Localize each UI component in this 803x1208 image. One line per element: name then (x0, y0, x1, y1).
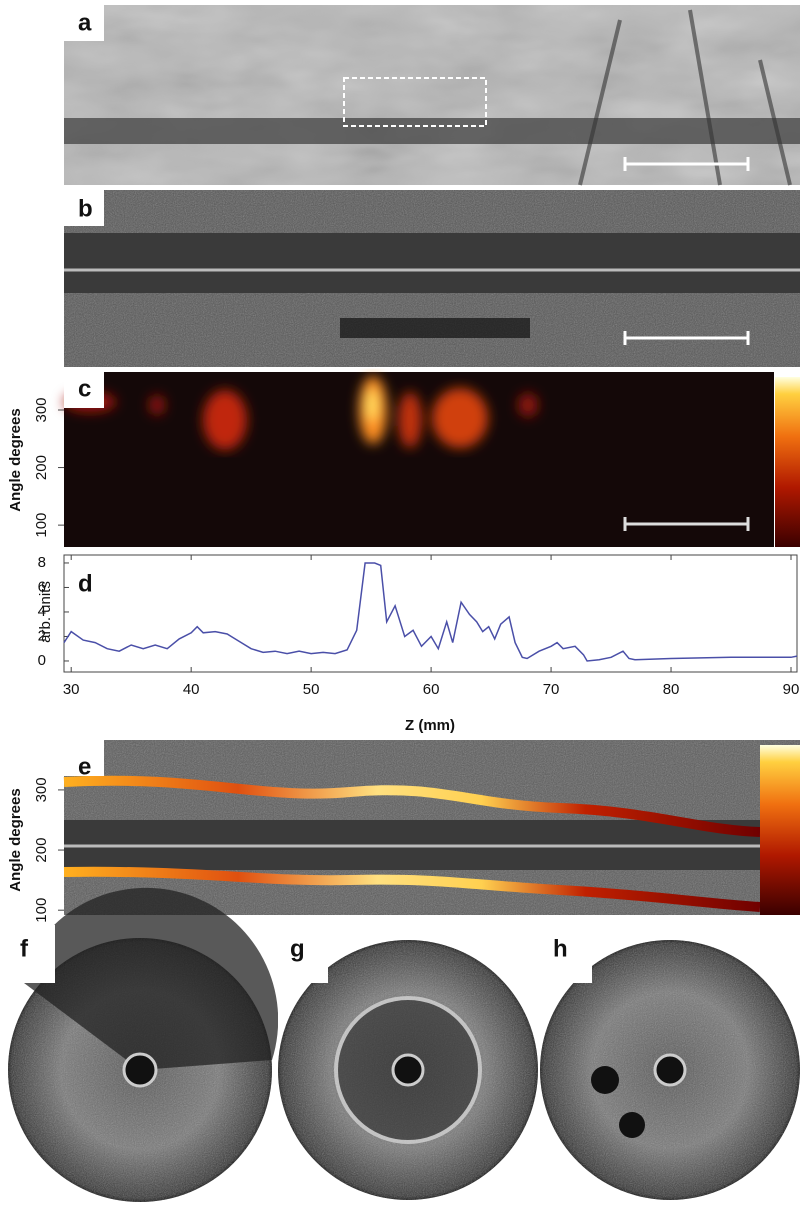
y-tick-label: 300 (33, 777, 50, 802)
colorbar (775, 377, 800, 547)
catheter (64, 233, 800, 293)
panel-label: b (78, 195, 93, 222)
y-tick-label: 4 (38, 603, 46, 620)
figure: a b c Angle degrees d arb. units Z (mm) … (0, 0, 803, 1208)
y-tick-label: 2 (38, 627, 46, 644)
panel-label: d (78, 570, 93, 597)
y-axis-label: Angle degrees (7, 788, 24, 891)
panel-label: f (20, 935, 29, 962)
y-tick-label: 0 (38, 652, 46, 669)
x-axis-label: Z (mm) (405, 717, 455, 734)
plot-frame (64, 555, 797, 672)
y-tick-label: 200 (33, 455, 50, 480)
colorbar (760, 745, 800, 915)
plaque (340, 318, 530, 338)
panel-label: c (78, 375, 91, 402)
panel-label: g (290, 935, 305, 962)
y-tick-label: 300 (33, 397, 50, 422)
x-tick-label: 60 (423, 681, 440, 698)
x-tick-label: 30 (63, 681, 80, 698)
ivus-g: g (278, 925, 538, 1208)
ivus-h: h (540, 925, 800, 1208)
x-tick-label: 80 (663, 681, 680, 698)
x-tick-label: 40 (183, 681, 200, 698)
panel-label: h (553, 935, 568, 962)
x-tick-label: 90 (783, 681, 800, 698)
texture (64, 5, 800, 185)
vessel (64, 118, 800, 144)
heat-map (64, 372, 774, 547)
panel-label: e (78, 753, 91, 780)
x-tick-label: 50 (303, 681, 320, 698)
y-tick-label: 6 (38, 578, 46, 595)
y-tick-label: 100 (33, 898, 50, 923)
panel-label: a (78, 9, 92, 36)
y-axis-label: Angle degrees (7, 408, 24, 511)
y-tick-label: 100 (33, 513, 50, 538)
ivus-f: f (5, 888, 278, 1208)
y-tick-label: 8 (38, 554, 46, 571)
y-tick-label: 200 (33, 838, 50, 863)
x-tick-label: 70 (543, 681, 560, 698)
